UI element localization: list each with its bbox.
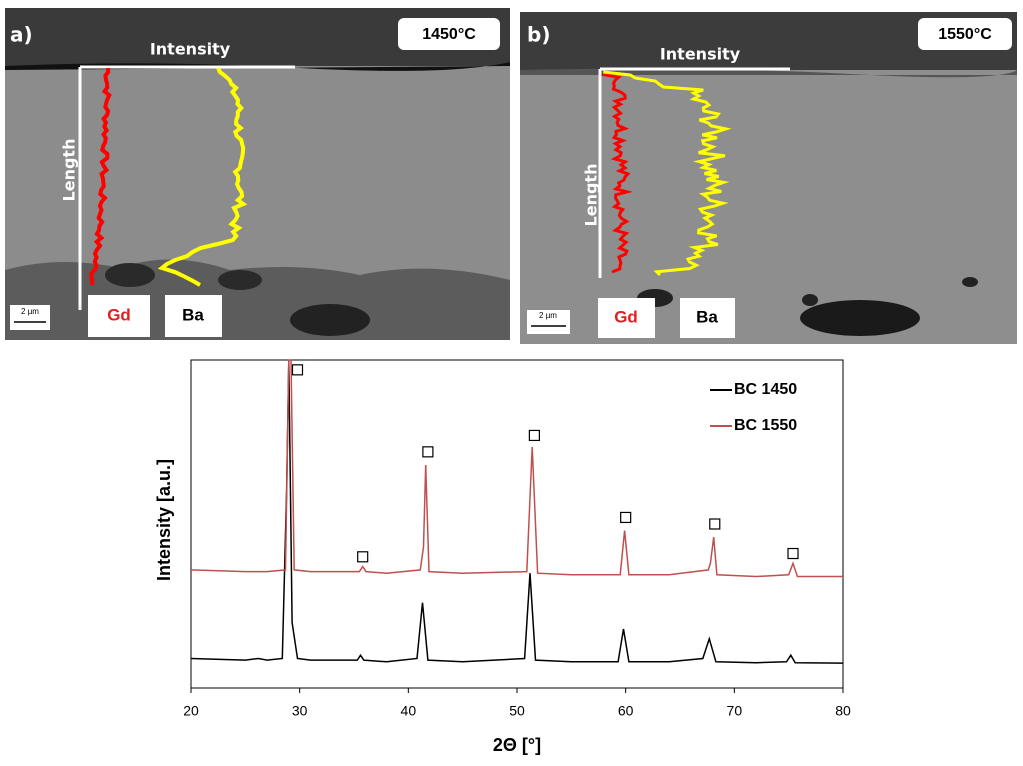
sem-panel: a) Intensity Length 1450°C Gd Ba 2 µm: [5, 8, 510, 340]
peak-marker: [788, 549, 798, 559]
sem-panel: b) Intensity Length 1550°C Gd Ba 2 µm: [520, 12, 1017, 344]
pore: [218, 270, 262, 290]
element-label: Ba: [696, 307, 718, 326]
x-tick-label: 70: [727, 703, 743, 719]
pore: [962, 277, 978, 287]
legend-label: BC 1450: [734, 381, 797, 398]
panel-label: a): [10, 23, 33, 47]
axis-title: Length: [582, 164, 601, 227]
axis-title: Length: [60, 139, 79, 202]
figure: a) Intensity Length 1450°C Gd Ba 2 µm b)…: [0, 0, 1023, 761]
axis-title: Intensity: [150, 40, 231, 59]
pore: [290, 304, 370, 336]
x-tick-label: 40: [401, 703, 417, 719]
pore: [800, 300, 920, 336]
panel-label: b): [527, 23, 550, 47]
x-tick-label: 80: [835, 703, 851, 719]
scale-label: 2 µm: [539, 311, 557, 320]
peak-marker: [710, 519, 720, 529]
temperature: 1450°C: [422, 26, 476, 43]
legend-label: BC 1550: [734, 417, 797, 434]
x-axis-title: 2Θ [°]: [493, 735, 541, 755]
element-label: Gd: [107, 305, 131, 324]
element-label: Gd: [614, 307, 638, 326]
peak-marker: [529, 430, 539, 440]
y-axis-title: Intensity [a.u.]: [154, 459, 174, 581]
peak-marker: [292, 365, 302, 375]
peak-marker: [358, 552, 368, 562]
pore: [105, 263, 155, 287]
xrd-chart: Intensity [a.u.] 2Θ [°] 20 30 40 50 60 70 80 BC…: [154, 360, 851, 755]
peak-marker: [621, 512, 631, 522]
temperature: 1550°C: [938, 26, 992, 43]
x-tick-label: 20: [183, 703, 199, 719]
x-tick-label: 60: [618, 703, 634, 719]
peak-marker: [423, 447, 433, 457]
page: { "panels": [ {"label": "a)", "temperatu…: [0, 0, 1023, 761]
pore: [802, 294, 818, 306]
x-tick-label: 50: [509, 703, 525, 719]
scale-label: 2 µm: [21, 307, 39, 316]
x-tick-label: 30: [292, 703, 308, 719]
axis-title: Intensity: [660, 45, 741, 64]
element-label: Ba: [182, 305, 204, 324]
